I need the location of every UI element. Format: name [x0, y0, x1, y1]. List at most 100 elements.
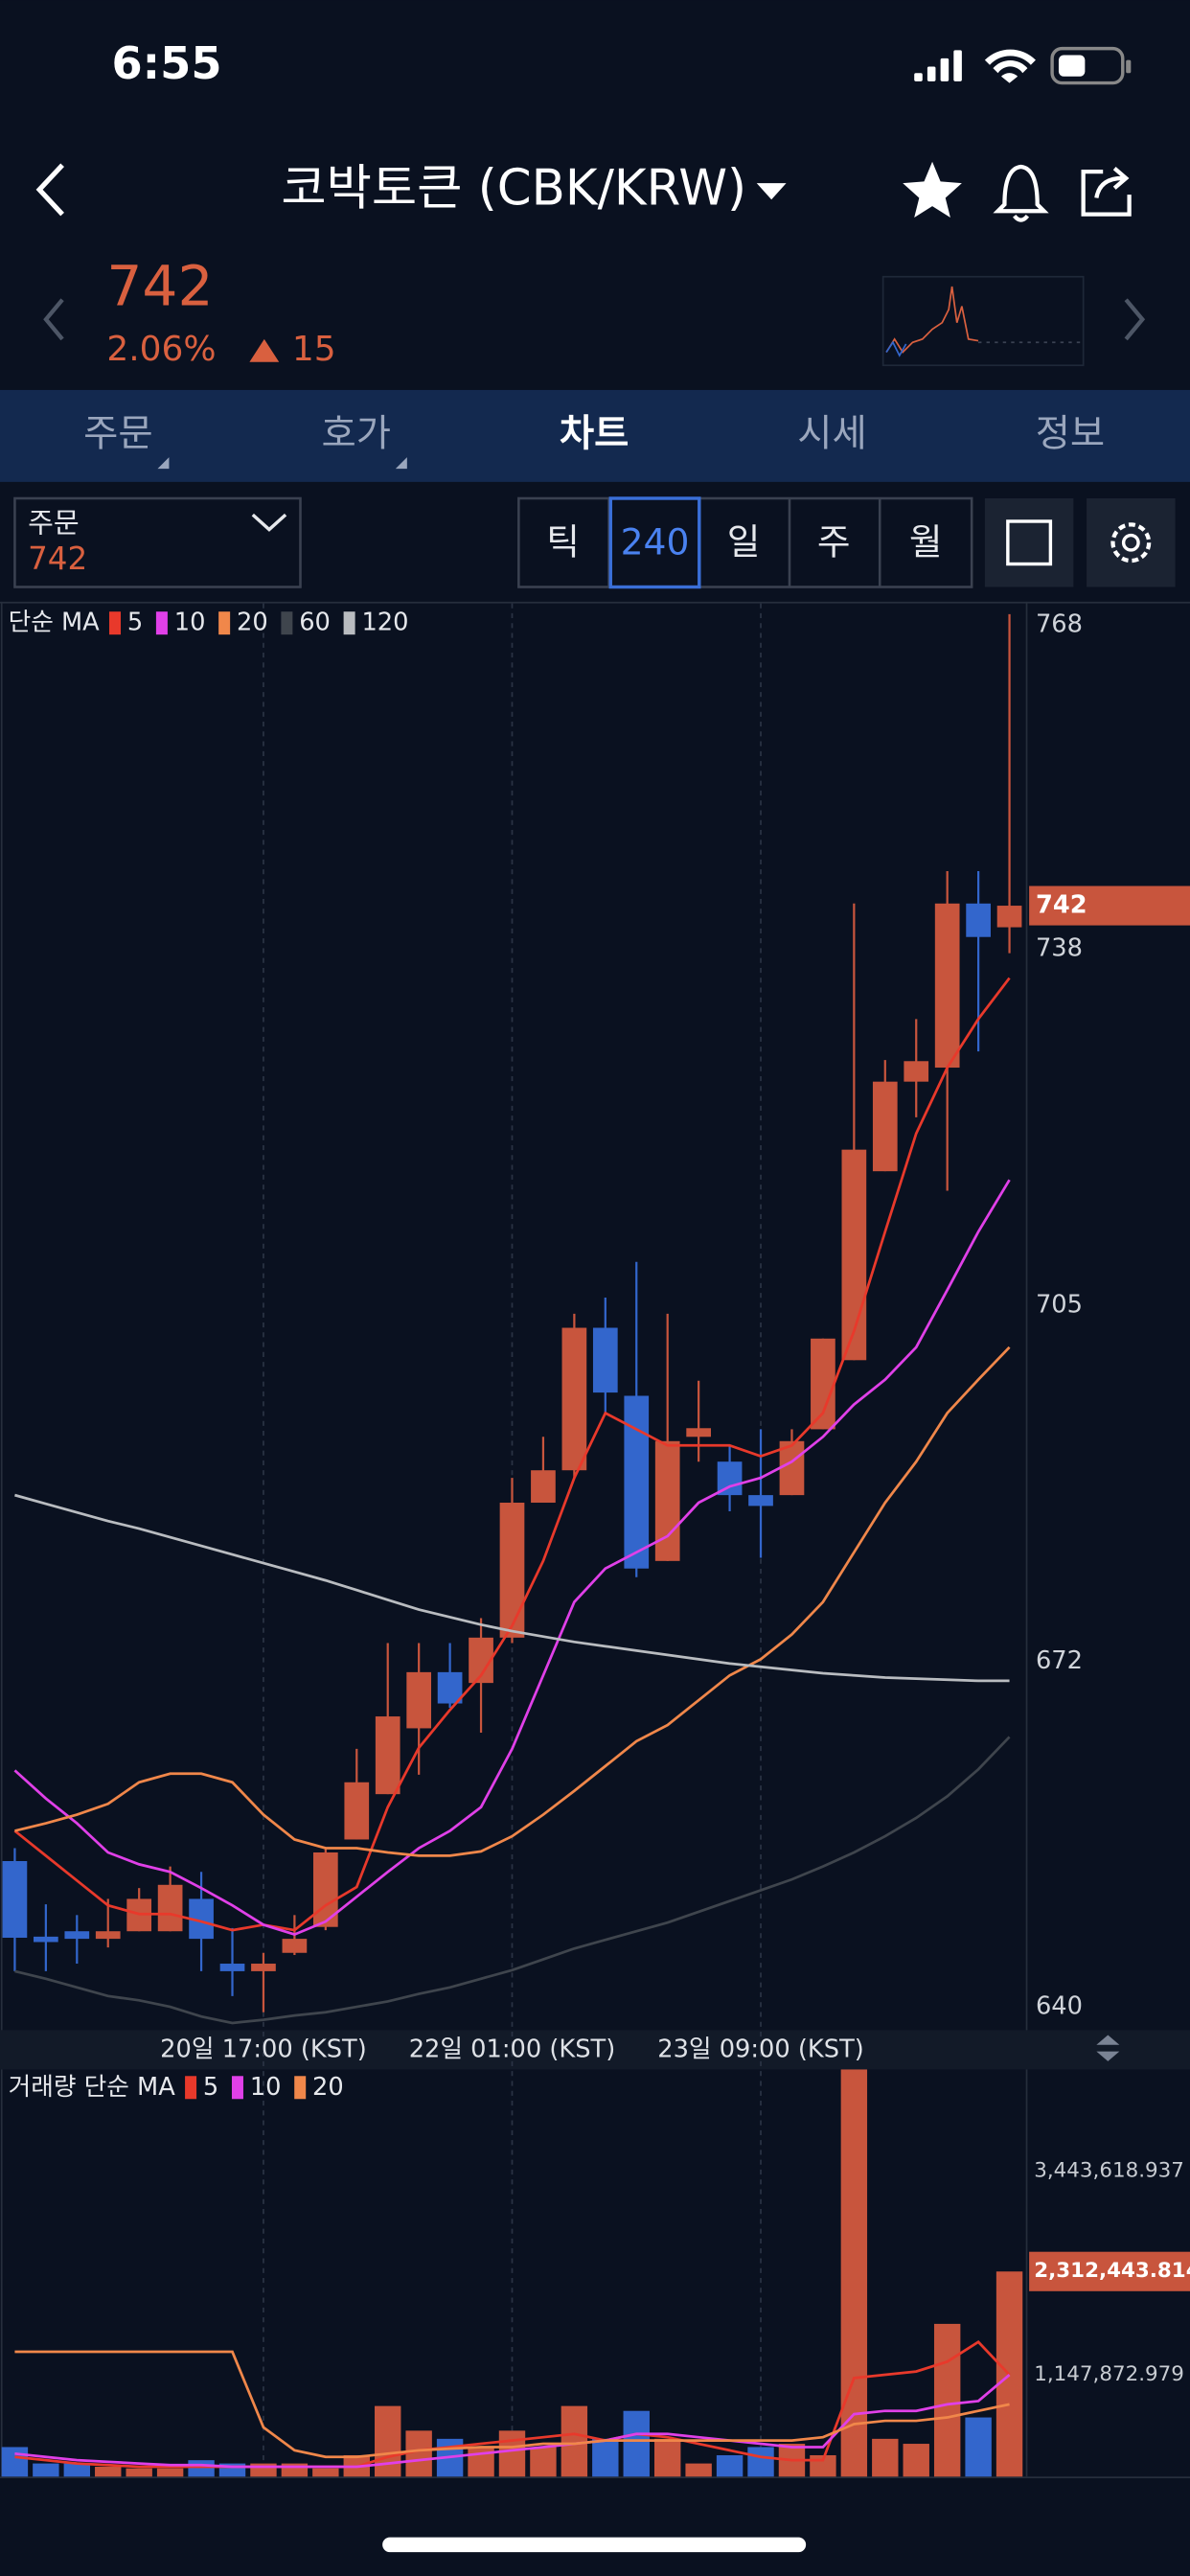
favorite-button[interactable]: [903, 161, 962, 218]
candle-body: [904, 1061, 929, 1082]
volume-bar: [623, 2410, 650, 2477]
candle-body: [872, 1081, 898, 1172]
volume-bar: [933, 2323, 961, 2477]
labels: 20일 17:00 (KST) 22일 01:00 (KST) 23일 09:00 …: [9, 609, 1190, 2386]
candle-body: [811, 1338, 835, 1430]
candle-body: [406, 1671, 432, 1729]
interval-button[interactable]: 틱: [546, 520, 580, 563]
legend-label: 5: [127, 609, 143, 637]
settings-button[interactable]: [1087, 497, 1176, 587]
legend-swatch: [185, 2076, 197, 2100]
drawing-icon: [1006, 519, 1053, 566]
last-price-box: [1029, 886, 1190, 926]
interval-button[interactable]: 월: [909, 520, 943, 563]
alert-button[interactable]: [993, 164, 1049, 222]
tab-active[interactable]: 차트: [560, 411, 629, 455]
volume-bar: [33, 2463, 59, 2477]
ma-line: [14, 2340, 1011, 2469]
home-indicator: [382, 2537, 807, 2553]
order-box[interactable]: [13, 496, 302, 588]
last-volume-box: [1029, 2251, 1190, 2291]
candle-body: [531, 1470, 556, 1504]
volume-bar: [95, 2467, 122, 2477]
y-tick-label: 672: [1036, 1646, 1083, 1675]
title-dropdown[interactable]: [756, 183, 787, 200]
candle-body: [996, 906, 1022, 928]
status-time: 6:55: [111, 37, 221, 89]
share-button[interactable]: [1081, 167, 1132, 217]
x-axis-band: [0, 2030, 1190, 2070]
volume-bar: [965, 2417, 992, 2477]
ma-line: [14, 2373, 1011, 2469]
tab[interactable]: 시세: [797, 411, 866, 455]
volume-bar: [653, 2438, 681, 2477]
legend-title: 단순 MA: [9, 609, 101, 637]
interval-button[interactable]: 240: [621, 520, 690, 563]
x-tick-label: 22일 01:00 (KST): [409, 2035, 616, 2063]
axis-resize[interactable]: [1096, 2035, 1120, 2061]
ma-lines: [13, 977, 1011, 2469]
legend-label: 5: [203, 2073, 218, 2102]
volume-bar: [747, 2447, 774, 2477]
legend-swatch: [294, 2076, 307, 2100]
candle-body: [624, 1395, 650, 1569]
legend-label: 20: [312, 2073, 344, 2102]
candle-body: [654, 1440, 680, 1561]
order-label: 주문: [28, 506, 80, 539]
volume-bar: [592, 2438, 619, 2477]
tab[interactable]: 호가: [322, 411, 391, 455]
volume-bar: [840, 2069, 868, 2477]
volume-bar: [188, 2460, 215, 2477]
legend-label: 10: [250, 2073, 282, 2102]
chart-frame: [0, 601, 1190, 2479]
volume-bar: [561, 2405, 588, 2477]
candle-body: [2, 1861, 28, 1938]
order-price: 742: [28, 540, 87, 577]
candle-body: [748, 1495, 773, 1506]
legend-swatch: [218, 611, 231, 635]
page-title[interactable]: 코박토큰 (CBK/KRW): [281, 160, 746, 218]
drawing-button[interactable]: [984, 497, 1074, 587]
legend-title: 거래량 단순 MA: [9, 2073, 176, 2102]
y-tick-label: 705: [1036, 1290, 1083, 1319]
candle-body: [157, 1884, 183, 1932]
ma-line: [14, 1736, 1011, 2025]
next-button[interactable]: [1124, 298, 1146, 341]
back-button[interactable]: [35, 163, 64, 217]
legend-label: 20: [237, 609, 268, 637]
volume-bar: [903, 2444, 929, 2477]
ma-line: [14, 1493, 1010, 1683]
tab[interactable]: 주문: [83, 411, 152, 455]
legend-swatch: [231, 2076, 243, 2100]
y-tick-label: 3,443,618.937: [1034, 2159, 1184, 2183]
ma-line: [13, 1179, 1011, 1937]
legend-label: 120: [361, 609, 408, 637]
legend-swatch: [155, 611, 168, 635]
y-tick-label: 768: [1036, 610, 1083, 639]
tab-bar: [0, 389, 1190, 482]
ticker-change: 15: [292, 330, 336, 369]
volume-bar: [872, 2438, 899, 2477]
interval-button[interactable]: 주: [817, 520, 851, 563]
order-dropdown[interactable]: [251, 513, 287, 532]
volume-bar: [375, 2405, 401, 2477]
candle-body: [561, 1327, 587, 1471]
y-tick-label: 1,147,872.979: [1034, 2362, 1184, 2386]
candle-body: [779, 1440, 805, 1496]
settings-icon: [1110, 522, 1152, 564]
candle-body: [282, 1939, 308, 1953]
candle-body: [499, 1503, 525, 1638]
candle-body: [64, 1931, 90, 1940]
volume-bar: [126, 2468, 152, 2477]
volume-bar: [63, 2463, 91, 2477]
interval-button[interactable]: 일: [727, 520, 761, 563]
tab[interactable]: 정보: [1036, 411, 1105, 455]
prev-button[interactable]: [43, 298, 64, 341]
volume-bar: [685, 2463, 712, 2477]
y-tick-label: 738: [1036, 934, 1083, 963]
y-tick-label: 640: [1036, 1992, 1083, 2021]
candle-body: [375, 1716, 400, 1795]
